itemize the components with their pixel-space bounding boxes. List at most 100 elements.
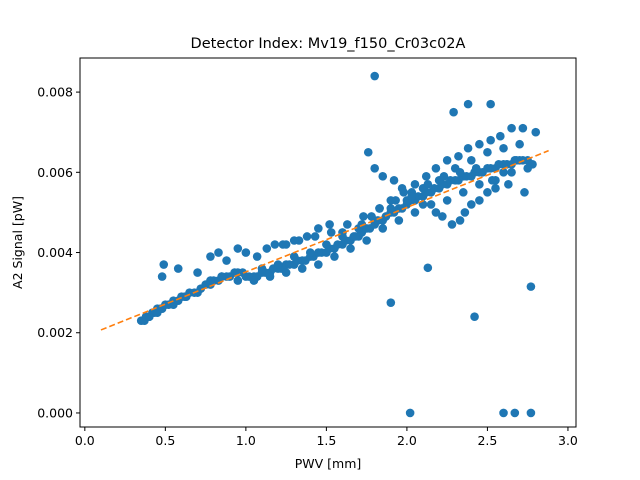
data-point — [386, 204, 396, 213]
data-point — [289, 252, 299, 261]
data-point — [475, 180, 484, 189]
data-point — [442, 155, 452, 165]
data-point — [378, 224, 388, 233]
data-point — [499, 408, 508, 418]
x-tick-label: 1.0 — [236, 433, 256, 448]
data-point — [526, 408, 536, 418]
data-point — [289, 236, 299, 245]
data-point — [463, 143, 473, 153]
data-point — [144, 312, 154, 322]
series-layer — [100, 71, 549, 418]
data-point — [233, 244, 243, 253]
data-point — [410, 208, 420, 217]
data-point — [241, 248, 251, 257]
data-point — [322, 240, 331, 249]
data-point — [421, 172, 431, 181]
data-point — [222, 256, 231, 265]
data-point — [281, 240, 291, 249]
data-point — [346, 244, 355, 253]
data-point — [475, 139, 484, 149]
data-point — [173, 264, 183, 273]
data-point — [367, 212, 376, 221]
data-point — [463, 99, 473, 109]
data-point — [431, 208, 441, 217]
x-tick-label: 1.5 — [316, 433, 336, 448]
data-point — [233, 276, 243, 285]
data-point — [265, 272, 275, 281]
x-axis-label: PWV [mm] — [295, 456, 362, 471]
y-tick-label: 0.000 — [37, 405, 73, 420]
data-point — [531, 127, 541, 137]
data-point — [447, 220, 457, 229]
data-point — [423, 180, 433, 189]
x-tick-label: 3.0 — [558, 433, 578, 448]
data-point — [262, 244, 272, 253]
data-point — [193, 288, 202, 297]
data-point — [523, 164, 532, 173]
data-point — [159, 260, 169, 269]
data-point — [157, 272, 167, 281]
data-point — [297, 264, 307, 273]
data-point — [483, 188, 492, 197]
data-point — [458, 188, 468, 197]
y-tick-label: 0.004 — [37, 245, 73, 260]
data-point — [362, 236, 371, 245]
data-point — [526, 282, 536, 291]
data-point — [153, 308, 162, 317]
x-axis-ticks: 0.0 0.5 1.0 1.5 2.0 2.5 3.0 — [75, 427, 578, 448]
data-point — [455, 216, 465, 225]
plot-area — [79, 57, 577, 428]
data-point — [407, 192, 417, 201]
data-point — [467, 155, 476, 165]
data-point — [475, 196, 484, 205]
data-point — [487, 176, 497, 185]
data-point — [410, 180, 420, 189]
data-point — [397, 184, 407, 193]
data-point — [378, 172, 388, 181]
data-point — [449, 107, 458, 117]
data-point — [359, 212, 368, 221]
data-point — [375, 204, 384, 213]
data-point — [460, 208, 470, 217]
data-point — [512, 155, 521, 165]
y-axis-label: A2 Signal [pW] — [10, 196, 25, 289]
data-point — [386, 196, 396, 205]
data-point — [491, 184, 500, 193]
data-point — [471, 164, 481, 173]
y-axis-ticks: 0.000 0.002 0.004 0.006 0.008 — [37, 85, 80, 420]
data-point — [281, 268, 291, 277]
data-point — [470, 312, 479, 322]
data-point — [499, 168, 508, 177]
data-point — [326, 228, 336, 237]
x-tick-label: 2.0 — [397, 433, 417, 448]
data-point — [454, 151, 463, 161]
data-point — [510, 408, 520, 418]
data-point — [423, 263, 433, 273]
data-point — [206, 276, 215, 285]
data-point — [386, 298, 396, 307]
data-point — [499, 143, 508, 153]
data-point — [496, 131, 505, 141]
x-tick-label: 0.5 — [155, 433, 175, 448]
data-point — [504, 180, 513, 189]
data-point — [370, 71, 380, 81]
data-point — [217, 272, 227, 281]
data-point — [405, 408, 415, 418]
data-point — [518, 123, 528, 133]
data-point — [520, 188, 529, 197]
data-point — [439, 172, 449, 181]
data-point — [483, 147, 492, 157]
data-point — [455, 168, 465, 177]
data-point — [330, 252, 339, 261]
data-point — [431, 164, 441, 173]
data-point — [486, 99, 495, 109]
data-point — [273, 260, 283, 269]
data-point — [249, 276, 259, 285]
data-point — [270, 240, 280, 249]
data-point — [252, 252, 262, 261]
data-point — [357, 220, 367, 229]
y-tick-label: 0.002 — [37, 325, 73, 340]
data-point — [314, 260, 323, 269]
data-point — [515, 139, 524, 149]
